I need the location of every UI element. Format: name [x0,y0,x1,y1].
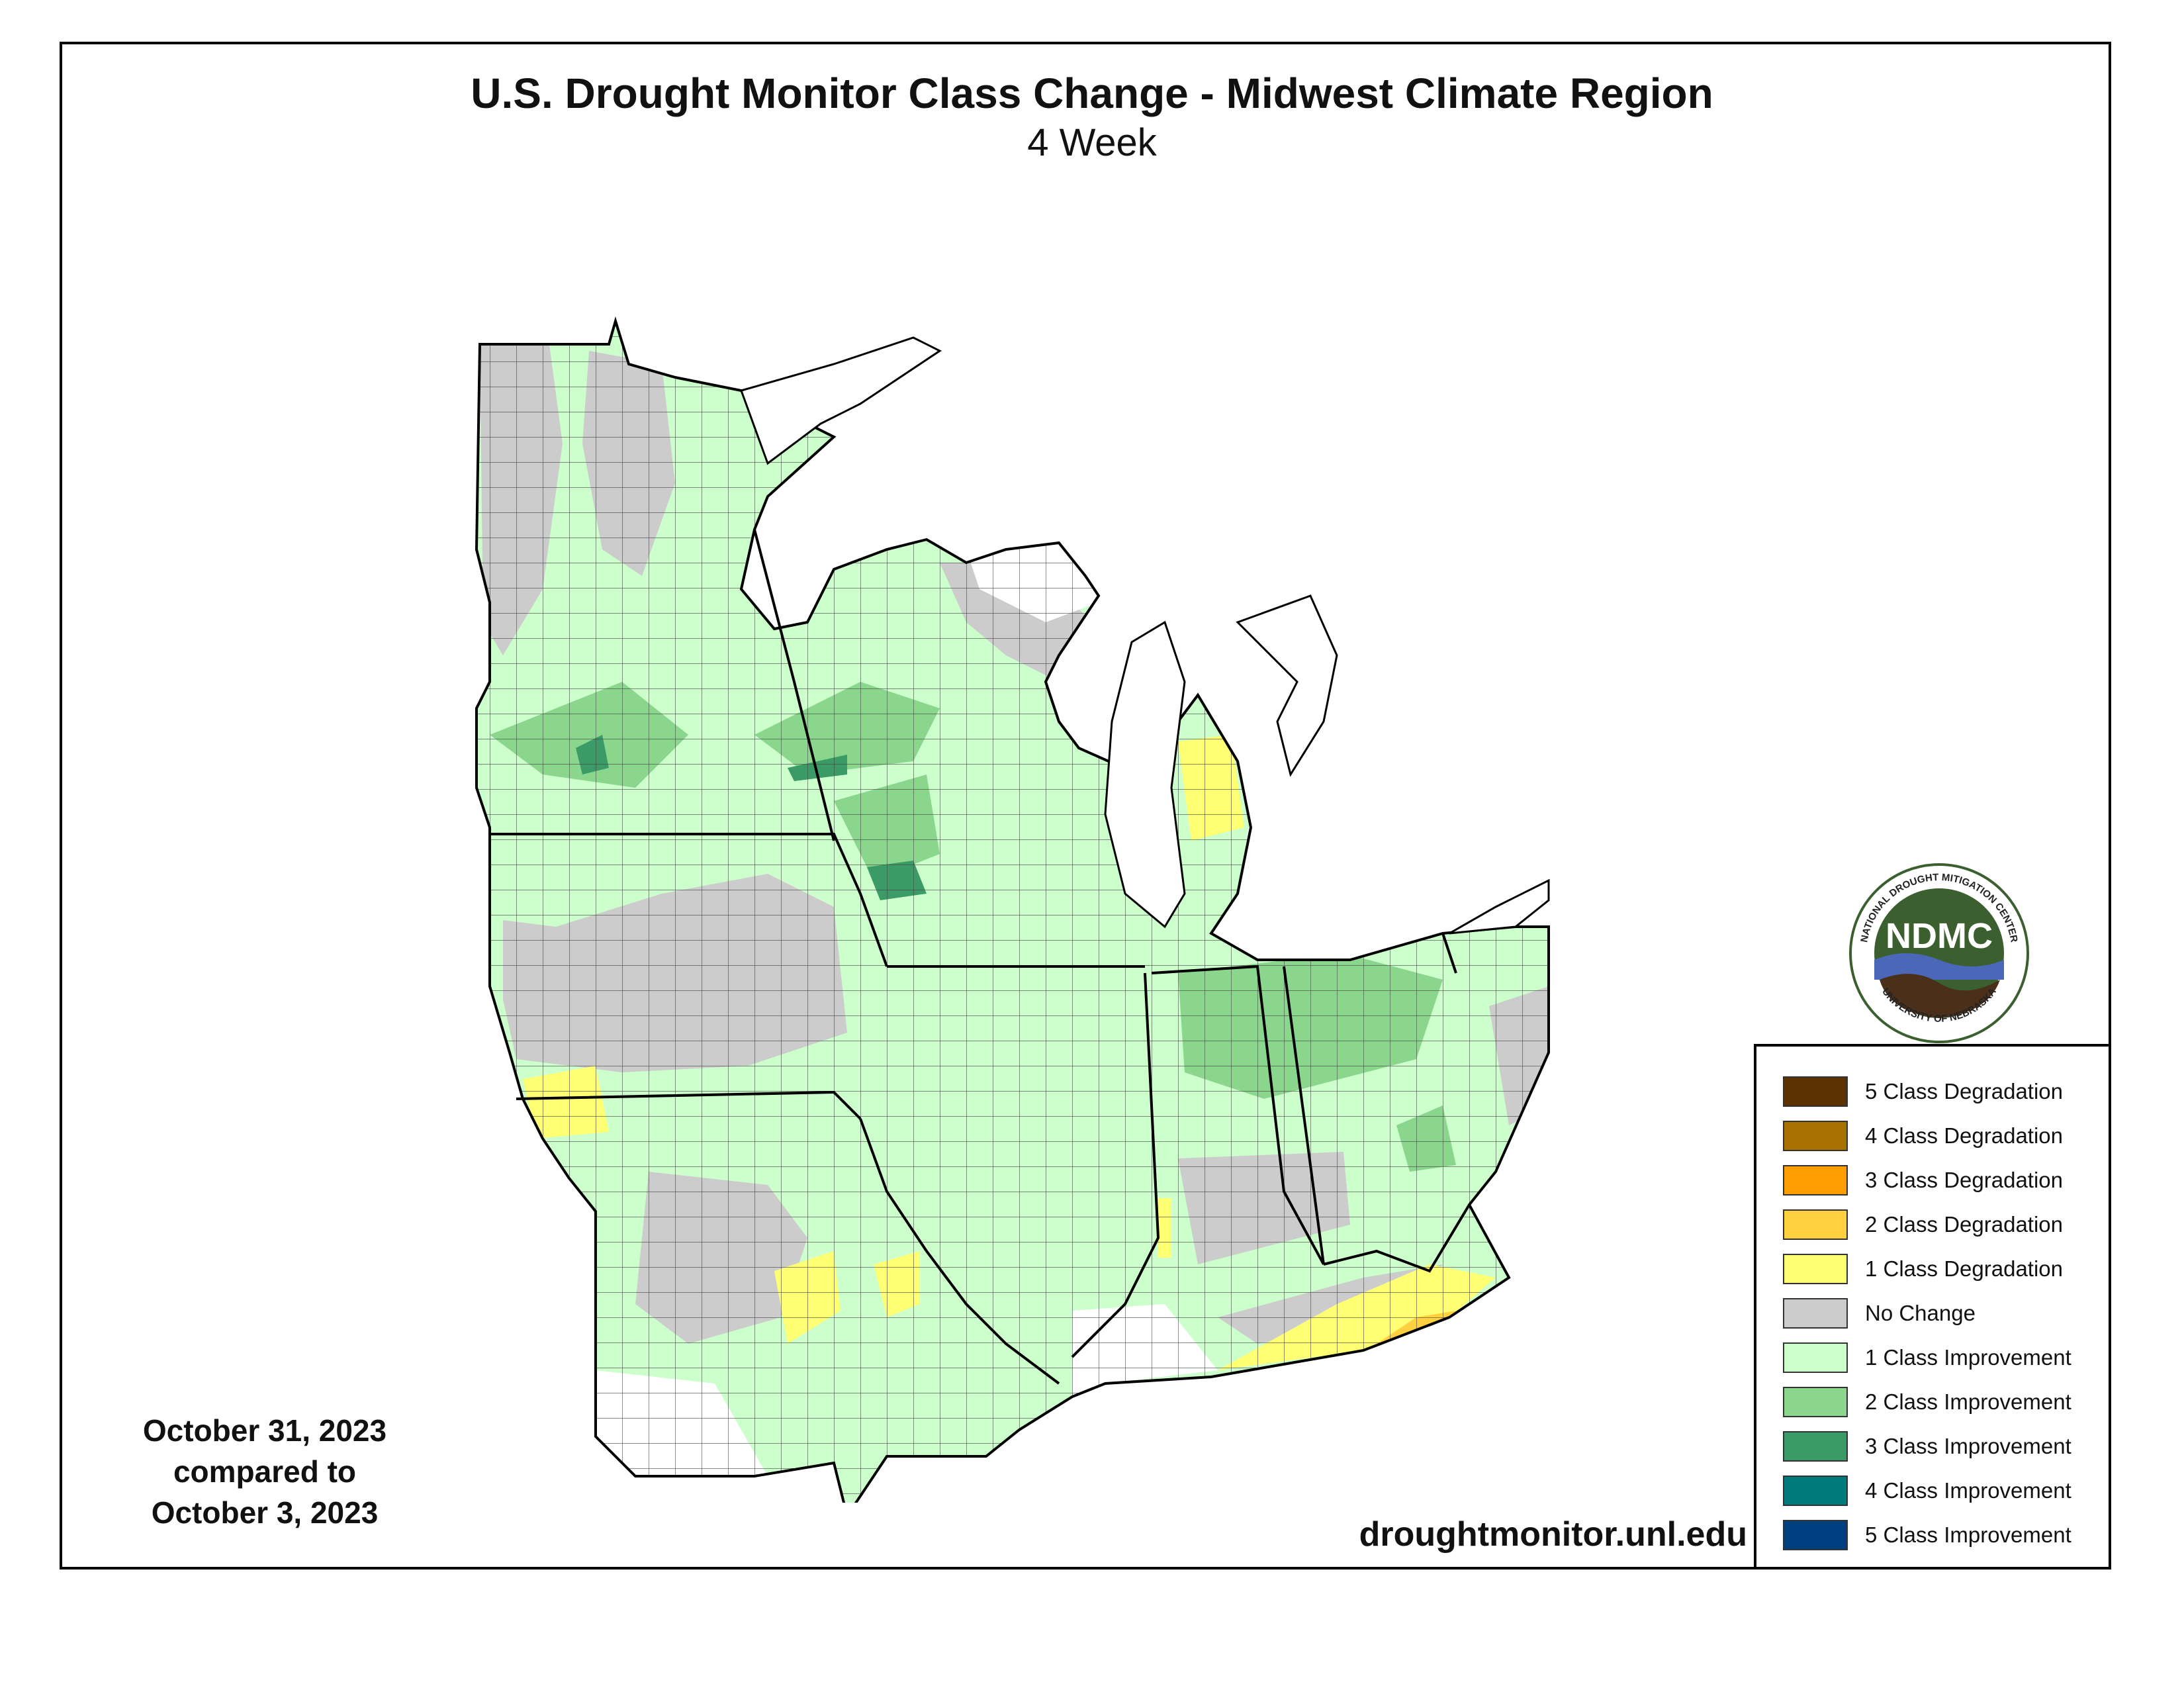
legend-swatch [1783,1120,1848,1151]
legend-item: 4 Class Improvement [1756,1468,2109,1513]
legend-swatch [1783,1253,1848,1284]
legend-swatch [1783,1475,1848,1506]
legend-label: 1 Class Degradation [1865,1256,2063,1281]
state-boundaries [475,316,1550,1503]
legend-item: 4 Class Degradation [1756,1113,2109,1158]
legend-item: No Change [1756,1291,2109,1335]
legend-label: 5 Class Improvement [1865,1522,2071,1547]
lake-superior [740,336,942,465]
lake-erie [1449,878,1550,935]
legend-swatch [1783,1164,1848,1196]
legend-label: 4 Class Degradation [1865,1123,2063,1148]
map-title: U.S. Drought Monitor Class Change - Midw… [471,70,1713,117]
legend-item: 1 Class Improvement [1756,1335,2109,1380]
legend-item: 5 Class Degradation [1756,1069,2109,1113]
legend-label: 2 Class Degradation [1865,1211,2063,1237]
legend-label: 5 Class Degradation [1865,1078,2063,1103]
lake-huron [1236,594,1338,777]
legend-item: 3 Class Improvement [1756,1424,2109,1468]
legend-label: 2 Class Improvement [1865,1389,2071,1414]
county-boundaries [477,321,1549,1503]
legend-swatch [1783,1386,1848,1417]
legend-swatch [1783,1076,1848,1107]
logo-ndmc-text: NDMC [1886,916,1993,956]
legend-swatch [1783,1342,1848,1373]
legend-item: 3 Class Degradation [1756,1158,2109,1202]
current-date: October 31, 2023 [142,1413,387,1448]
logo-water-wave [1874,953,2004,980]
legend-item: 5 Class Improvement [1756,1513,2109,1557]
source-url[interactable]: droughtmonitor.unl.edu [1359,1515,1747,1554]
legend-label: 3 Class Improvement [1865,1433,2071,1458]
legend-swatch [1783,1209,1848,1240]
map-subtitle: 4 Week [1027,121,1157,164]
previous-date: October 3, 2023 [151,1495,379,1530]
legend-swatch [1783,1430,1848,1462]
lake-michigan [1104,620,1186,929]
legend-label: 3 Class Degradation [1865,1167,2063,1192]
legend-swatch [1783,1519,1848,1550]
logo-soil-hills [1880,974,2000,1018]
legend-label: 4 Class Improvement [1865,1477,2071,1503]
midwest-drought-map [475,316,1550,1503]
legend-item: 2 Class Degradation [1756,1202,2109,1246]
legend-label: No Change [1865,1300,1976,1325]
compared-to-label: compared to [173,1454,357,1489]
ndmc-logo: NDMC NATIONAL DROUGHT MITIGATION CENTER … [1849,863,2029,1043]
legend-label: 1 Class Improvement [1865,1344,2071,1370]
legend-item: 1 Class Degradation [1756,1246,2109,1291]
no-data-area-lower-mi [1238,722,1403,927]
comparison-dates: October 31, 2023 compared to October 3, … [99,1410,430,1533]
map-legend: 5 Class Degradation 4 Class Degradation … [1754,1044,2111,1570]
legend-swatch [1783,1297,1848,1329]
legend-item: 2 Class Improvement [1756,1380,2109,1424]
no-change-area-mi-west [1271,768,1324,841]
